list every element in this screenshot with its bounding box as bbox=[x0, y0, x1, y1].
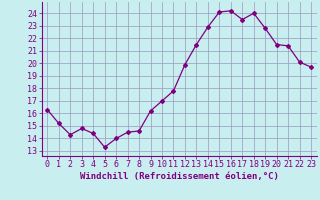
X-axis label: Windchill (Refroidissement éolien,°C): Windchill (Refroidissement éolien,°C) bbox=[80, 172, 279, 181]
